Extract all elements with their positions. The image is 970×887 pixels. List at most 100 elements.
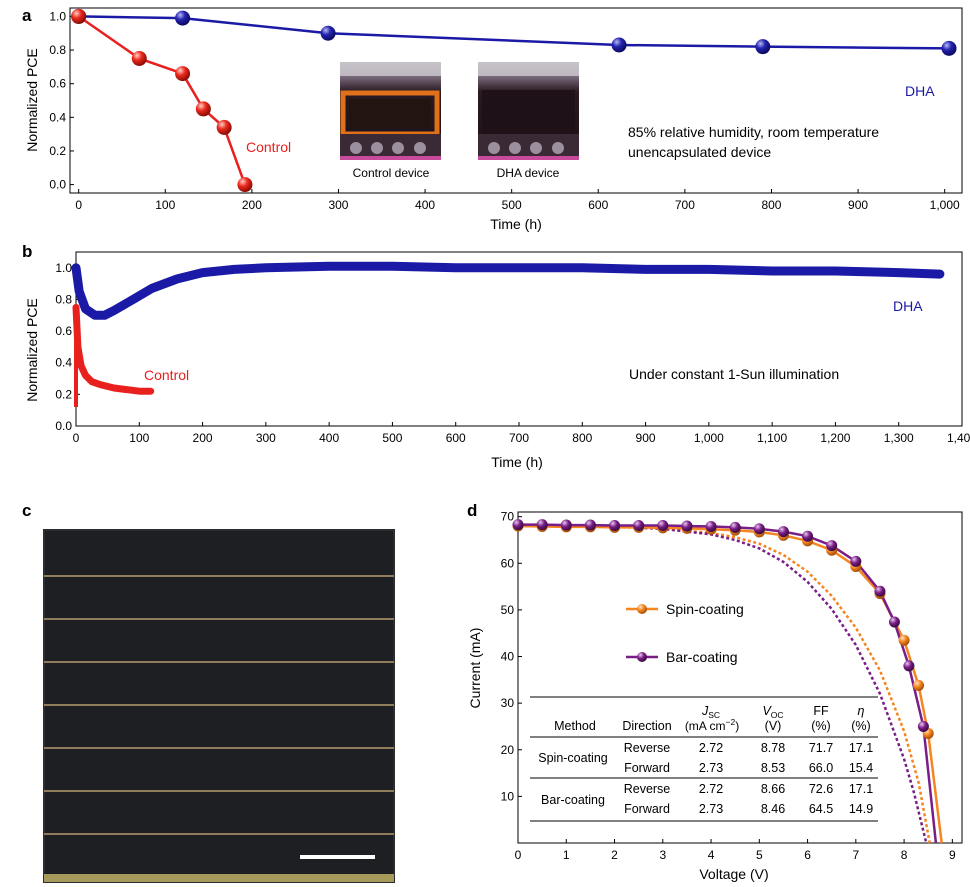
panel-b-y-tick-label: 0.8 (55, 292, 72, 306)
table-cell-ff: 71.7 (809, 741, 833, 755)
panel-d-chart: 0 1 2 3 4 5 6 7 8 9 10 20 30 40 50 60 70 Voltage (V) Cur… (467, 510, 963, 882)
table-header-voc: VOC (762, 704, 783, 720)
panel-a-annotation-line2: unencapsulated device (628, 144, 771, 160)
table-header-ff: FF (813, 704, 829, 718)
panel-b-x-tick-label: 600 (446, 431, 466, 445)
panel-d-x-tick-label: 4 (708, 848, 715, 862)
panel-d-y-tick-label: 70 (501, 510, 515, 524)
panel-a-y-axis-label: Normalized PCE (24, 48, 40, 151)
panel-a-control-point (216, 119, 232, 135)
panel-label-c: c (22, 501, 31, 520)
panel-a-control-label: Control (246, 139, 291, 155)
control-device-photo (340, 62, 441, 160)
parameters-table: Method Direction JSC (mA cm−2) VOC (V) F… (530, 696, 880, 822)
table-header-jsc: JSC (701, 704, 720, 720)
table-cell-jsc: 2.73 (699, 802, 723, 816)
panel-d-y-tick-label: 30 (501, 696, 515, 710)
panel-a-x-tick-label: 500 (502, 198, 522, 212)
panel-d-bar-marker (512, 519, 524, 531)
table-cell-direction: Forward (624, 761, 670, 775)
table-cell-voc: 8.66 (761, 782, 785, 796)
legend-label-spin: Spin-coating (666, 601, 744, 617)
panel-b-x-tick-label: 1,400 (947, 431, 970, 445)
panel-b-x-tick-label: 400 (319, 431, 339, 445)
panel-b-x-tick-label: 1,100 (757, 431, 787, 445)
table-cell-jsc: 2.72 (699, 782, 723, 796)
panel-a-y-tick-label: 0.0 (49, 178, 66, 192)
table-cell-jsc: 2.72 (699, 741, 723, 755)
panel-d-bar-marker (888, 616, 900, 628)
panel-d-bar-marker (850, 555, 862, 567)
panel-label-d: d (467, 501, 477, 520)
panel-a-control-point (195, 101, 211, 117)
table-header-ff-unit: (%) (811, 719, 830, 733)
panel-d-x-axis-label: Voltage (V) (699, 866, 768, 882)
panel-b-dha-trace (71, 261, 945, 320)
module-interconnect-line (44, 747, 394, 749)
panel-d-x-tick-label: 6 (804, 848, 811, 862)
module-interconnect-line (44, 661, 394, 663)
panel-d-bar-marker (826, 540, 838, 552)
panel-b-x-tick-label: 200 (193, 431, 213, 445)
panel-d-bar-marker (777, 526, 789, 538)
table-header-eta-unit: (%) (851, 719, 870, 733)
panel-d-bar-marker (560, 519, 572, 531)
panel-b-x-tick-label: 100 (129, 431, 149, 445)
table-method-spin: Spin-coating (538, 751, 608, 765)
table-cell-ff: 66.0 (809, 761, 833, 775)
panel-b-x-tick-label: 800 (572, 431, 592, 445)
panel-a-frame (69, 7, 963, 194)
panel-d-bar-marker (917, 720, 929, 732)
panel-d-x-tick-label: 5 (756, 848, 763, 862)
panel-d-y-tick-label: 50 (501, 603, 515, 617)
panel-d-x-tick-label: 9 (949, 848, 956, 862)
panel-a-x-tick-label: 600 (588, 198, 608, 212)
panel-b-y-tick-label: 1.0 (55, 261, 72, 275)
panel-a-control-line (77, 15, 247, 186)
panel-d-y-axis-label: Current (mA) (467, 628, 483, 709)
panel-a-x-axis-label: Time (h) (490, 216, 542, 232)
table-cell-eta: 17.1 (849, 782, 873, 796)
panel-a-control-point (131, 50, 147, 66)
panel-a-x-tick-label: 800 (761, 198, 781, 212)
panel-b-x-tick-label: 1,300 (884, 431, 914, 445)
panel-a-x-tick-label: 900 (848, 198, 868, 212)
panel-d-frame (517, 511, 963, 844)
panel-d-y-tick-label: 40 (501, 650, 515, 664)
panel-d-y-tick-label: 10 (501, 789, 515, 803)
table-header-jsc-unit: (mA cm−2) (685, 717, 739, 733)
panel-label-b: b (22, 242, 32, 261)
table-header-method: Method (554, 719, 596, 733)
panel-b-control-trace (72, 303, 155, 395)
panel-d-spin-marker (913, 679, 925, 691)
module-interconnect-line (44, 833, 394, 835)
legend-item-spin: Spin-coating (626, 601, 744, 617)
panel-b-dha-label: DHA (893, 298, 923, 314)
panel-a-x-tick-label: 100 (155, 198, 175, 212)
dha-device-photo (478, 62, 579, 160)
panel-d-bar-marker (705, 520, 717, 532)
panel-b-x-tick-label: 1,200 (820, 431, 850, 445)
panel-b-x-tick-label: 500 (382, 431, 402, 445)
panel-b-annotation: Under constant 1-Sun illumination (629, 366, 839, 382)
panel-a-dha-point (941, 40, 957, 56)
panel-a-y-tick-label: 1.0 (49, 9, 66, 23)
panel-a-dha-label: DHA (905, 83, 935, 99)
module-interconnect-line (44, 704, 394, 706)
control-device-caption: Control device (353, 166, 430, 180)
table-header-direction: Direction (622, 719, 671, 733)
panel-a-x-tick-label: 400 (415, 198, 435, 212)
table-cell-eta: 15.4 (849, 761, 873, 775)
panel-d-bar-marker (753, 523, 765, 535)
panel-d-bar-marker (903, 660, 915, 672)
panel-d-spin-marker (898, 634, 910, 646)
panel-b-x-tick-label: 0 (73, 431, 80, 445)
panel-a-dha-point (320, 25, 336, 41)
table-cell-direction: Reverse (624, 741, 671, 755)
panel-label-a: a (22, 6, 32, 25)
panel-d-bar-marker (874, 585, 886, 597)
table-method-bar: Bar-coating (541, 793, 605, 807)
panel-a-annotation-line1: 85% relative humidity, room temperature (628, 124, 879, 140)
panel-b-y-tick-label: 0.6 (55, 324, 72, 338)
